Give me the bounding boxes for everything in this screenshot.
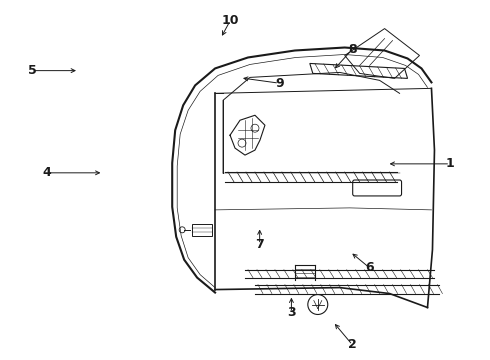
Text: 9: 9 <box>275 77 284 90</box>
Text: 2: 2 <box>348 338 357 351</box>
Text: 4: 4 <box>43 166 51 179</box>
Text: 3: 3 <box>287 306 296 319</box>
Text: 6: 6 <box>365 261 374 274</box>
Text: 8: 8 <box>348 42 357 55</box>
Text: 5: 5 <box>28 64 37 77</box>
Text: 1: 1 <box>446 157 455 170</box>
Text: 7: 7 <box>255 238 264 251</box>
Text: 10: 10 <box>221 14 239 27</box>
